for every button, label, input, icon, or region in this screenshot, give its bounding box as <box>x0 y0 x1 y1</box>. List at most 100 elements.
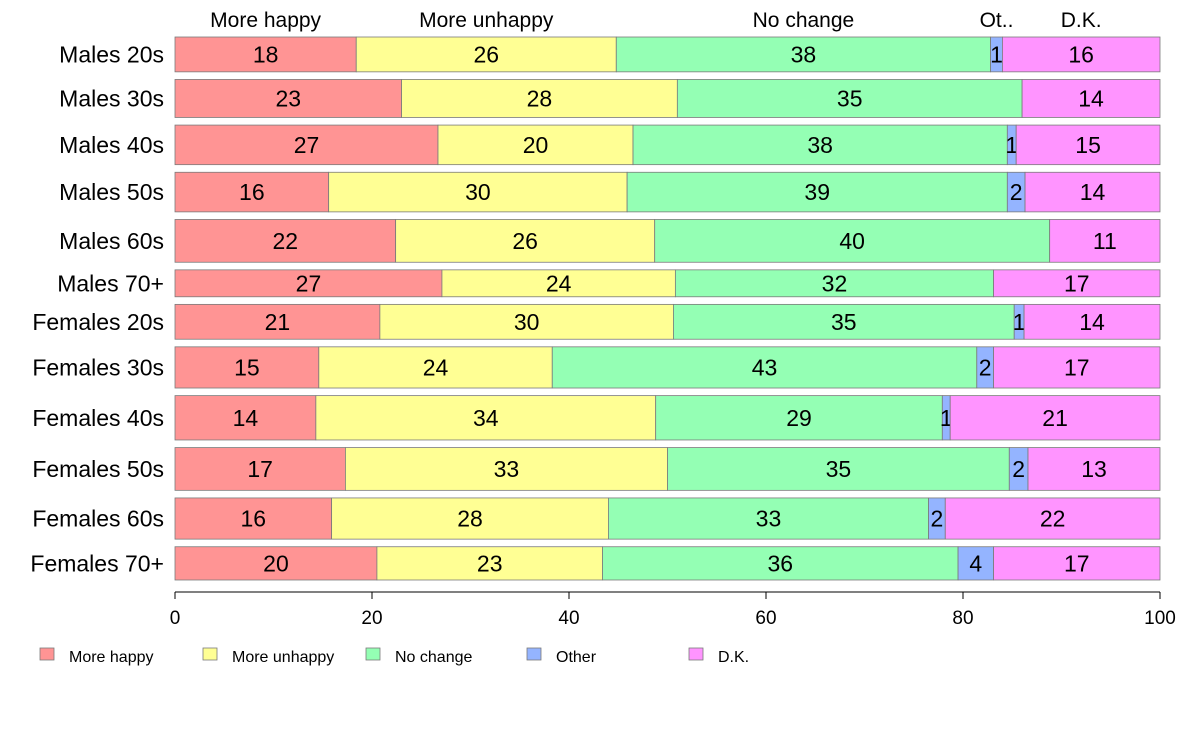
data-label: 21 <box>1042 405 1068 431</box>
category-label: Males 60s <box>59 228 164 254</box>
data-label: 20 <box>263 550 289 576</box>
category-label: Males 30s <box>59 85 164 111</box>
data-label: 27 <box>294 132 320 158</box>
category-label: Males 50s <box>59 179 164 205</box>
bar-segment-more-unhappy <box>318 346 553 389</box>
bar-segment-more-unhappy <box>315 395 657 441</box>
legend-label-more-unhappy: More unhappy <box>232 649 334 666</box>
bar-segment-more-unhappy <box>441 269 676 298</box>
bar-segment-no-change <box>667 447 1010 491</box>
data-label: 2 <box>930 506 943 532</box>
data-label: 33 <box>756 506 782 532</box>
bar-segment-no-change <box>655 395 943 441</box>
bar-segment-more-unhappy <box>331 497 609 540</box>
data-label: 14 <box>1079 309 1105 335</box>
data-label: 14 <box>1080 179 1106 205</box>
data-label: 26 <box>473 41 499 67</box>
data-label: 24 <box>423 354 449 380</box>
data-label: 18 <box>253 41 279 67</box>
bar-segment-d-k <box>1027 447 1161 491</box>
data-label: 14 <box>233 405 259 431</box>
data-label: 2 <box>979 354 992 380</box>
data-label: 35 <box>831 309 857 335</box>
data-label: 39 <box>804 179 830 205</box>
bar-row-males-50s: 16 30 39 2 14 <box>174 171 1161 213</box>
data-label: 23 <box>275 85 301 111</box>
data-label: 17 <box>1064 550 1090 576</box>
bar-row-males-20s: 18 26 38 1 16 <box>174 36 1161 73</box>
bar-segment-d-k <box>993 269 1161 298</box>
bar-segment-d-k <box>1015 124 1161 166</box>
legend-swatch-other <box>526 647 542 661</box>
bar-segment-more-unhappy <box>355 36 617 73</box>
top-label-more-unhappy: More unhappy <box>419 9 554 32</box>
data-label: 16 <box>241 506 267 532</box>
legend-label-d-k: D.K. <box>718 649 749 666</box>
category-label: Females 50s <box>32 456 164 482</box>
bar-segment-more-happy <box>174 36 357 73</box>
category-label: Males 70+ <box>57 270 164 296</box>
bar-segment-no-change <box>626 171 1008 213</box>
category-label: Females 60s <box>32 506 164 532</box>
data-label: 1 <box>990 41 1003 67</box>
data-label: 22 <box>273 228 299 254</box>
data-label: 2 <box>1012 456 1025 482</box>
bar-segment-no-change <box>676 79 1023 118</box>
data-label: 26 <box>512 228 538 254</box>
category-label: Females 70+ <box>30 550 164 576</box>
data-label: 29 <box>786 405 812 431</box>
data-label: 13 <box>1081 456 1107 482</box>
bar-segment-d-k <box>1024 171 1161 213</box>
data-label: 30 <box>465 179 491 205</box>
category-label: Females 30s <box>32 354 164 380</box>
bar-row-females-20s: 21 30 35 1 14 <box>174 303 1161 340</box>
bar-segment-no-change <box>674 269 994 298</box>
top-label-no-change: No change <box>753 9 855 32</box>
data-label: 30 <box>514 309 540 335</box>
bar-segment-more-happy <box>174 124 439 166</box>
data-label: 35 <box>826 456 852 482</box>
data-label: 33 <box>494 456 520 482</box>
bar-segment-more-happy <box>174 546 378 581</box>
data-label: 28 <box>457 506 483 532</box>
bar-row-females-70: 20 23 36 4 17 <box>174 546 1161 581</box>
data-label: 16 <box>1068 41 1094 67</box>
bar-segment-more-unhappy <box>395 219 656 263</box>
data-label: 40 <box>839 228 865 254</box>
data-label: 27 <box>296 270 322 296</box>
data-label: 34 <box>473 405 499 431</box>
category-label: Males 20s <box>59 41 164 67</box>
bar-segment-more-unhappy <box>401 79 678 118</box>
bar-row-males-30s: 23 28 35 14 <box>174 79 1161 118</box>
bar-segment-more-happy <box>174 171 330 213</box>
x-tick-label: 0 <box>170 608 181 629</box>
bar-row-males-70: 27 24 32 17 <box>174 269 1161 298</box>
bar-segment-more-happy <box>174 346 320 389</box>
x-tick-label: 60 <box>755 608 776 629</box>
bar-segment-more-happy <box>174 269 443 298</box>
bar-row-males-40s: 27 20 38 1 15 <box>174 124 1161 166</box>
category-label: Males 40s <box>59 132 164 158</box>
top-label-more-happy: More happy <box>210 9 321 32</box>
bar-segment-d-k <box>993 346 1161 389</box>
bar-segment-d-k <box>993 546 1161 581</box>
bar-segment-no-change <box>602 546 959 581</box>
bar-segment-more-unhappy <box>379 303 674 340</box>
legend-swatch-d-k <box>688 647 704 661</box>
bar-segment-d-k <box>1049 219 1161 263</box>
bar-segment-d-k <box>944 497 1161 540</box>
data-label: 23 <box>477 550 503 576</box>
bar-segment-d-k <box>1002 36 1161 73</box>
data-label: 32 <box>822 270 848 296</box>
data-label: 15 <box>234 354 260 380</box>
legend-swatch-more-unhappy <box>202 647 218 661</box>
bar-segment-more-unhappy <box>328 171 628 213</box>
data-label: 43 <box>752 354 778 380</box>
x-tick-label: 100 <box>1144 608 1176 629</box>
bar-row-males-60s: 22 26 40 11 <box>174 219 1161 263</box>
legend: More happy More unhappy No change Other D.K. <box>39 647 749 666</box>
category-label: Females 40s <box>32 405 164 431</box>
bar-row-females-40s: 14 34 29 1 21 <box>174 395 1161 441</box>
data-label: 11 <box>1093 228 1117 254</box>
